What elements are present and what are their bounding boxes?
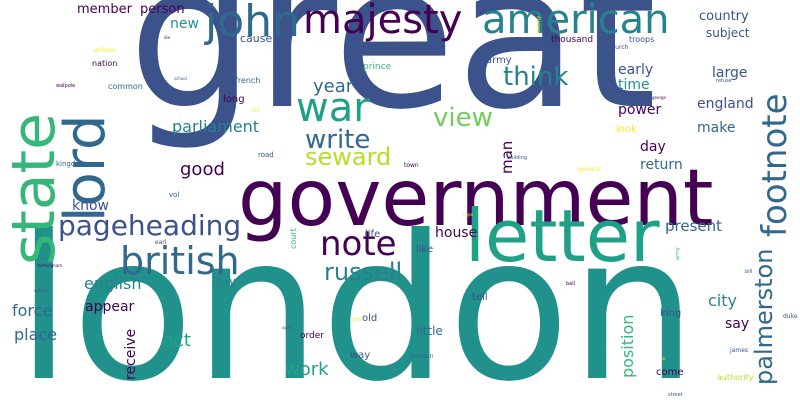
word-general: general xyxy=(578,166,601,173)
word-way: way xyxy=(350,350,371,361)
word-work: work xyxy=(285,359,329,380)
word-place: place xyxy=(14,325,58,344)
word-authority: authority xyxy=(717,373,754,382)
word-new: new xyxy=(170,16,199,32)
word-appear: appear xyxy=(85,299,135,315)
word-write: write xyxy=(305,125,371,155)
word-law: law xyxy=(212,275,236,291)
word-army: army xyxy=(675,247,681,260)
word-make: make xyxy=(697,120,736,136)
word-street: street xyxy=(668,392,683,398)
word-vol: vol xyxy=(169,191,180,199)
word-subject: subject xyxy=(706,26,750,40)
word-die: die xyxy=(164,35,171,40)
word-position: position xyxy=(618,314,637,378)
word-church: church xyxy=(608,44,629,51)
word-london: london xyxy=(16,193,697,400)
word-ball: ball xyxy=(566,281,576,287)
word-hope: hope xyxy=(463,212,473,217)
word-city: city xyxy=(708,291,737,310)
word-town: town xyxy=(404,162,419,169)
word-road: road xyxy=(258,151,274,159)
word-like: like xyxy=(416,244,434,255)
word-day: day xyxy=(640,139,666,155)
word-pitt: pitt xyxy=(353,317,362,323)
word-refuse: refuse xyxy=(716,78,732,84)
word-person: person xyxy=(140,2,185,17)
word-parliament: parliament xyxy=(172,117,260,136)
word-little: little xyxy=(416,324,443,338)
word-building: building xyxy=(507,155,528,161)
word-french: french xyxy=(235,76,261,85)
word-james: james xyxy=(730,347,749,354)
word-note: note xyxy=(320,224,397,264)
word-russell: russell xyxy=(324,258,403,286)
word-large: large xyxy=(712,65,748,81)
word-american: american xyxy=(482,0,670,43)
word-come: come xyxy=(656,367,684,378)
word-john: john xyxy=(205,0,300,47)
word-say: say xyxy=(725,316,750,332)
word-force: force xyxy=(12,301,53,320)
word-johnson: johnson xyxy=(410,353,434,360)
word-old: old xyxy=(362,313,378,324)
word-think: think xyxy=(503,62,569,92)
word-england: england xyxy=(697,96,754,112)
word-walpole: walpole xyxy=(56,83,76,89)
word-thousand: thousand xyxy=(551,35,594,45)
word-life: life xyxy=(365,229,381,240)
word-act: act xyxy=(163,330,191,351)
word-majesty: majesty xyxy=(303,0,463,43)
word-government: government xyxy=(238,154,714,244)
word-birmingham: birmingham xyxy=(38,263,63,268)
word-duke: duke xyxy=(783,313,798,320)
word-time: time xyxy=(618,77,650,93)
word-view: view xyxy=(433,103,493,133)
word-present: present xyxy=(665,217,723,235)
word-year: year xyxy=(313,76,354,97)
word-cause: cause xyxy=(240,32,273,45)
word-letter: letter xyxy=(465,194,660,278)
word-school: school xyxy=(174,76,187,81)
word-long: long xyxy=(223,94,245,105)
word-hill: hill xyxy=(252,108,260,114)
word-kingdom: kingdom xyxy=(56,160,87,168)
word-power: power xyxy=(618,102,662,118)
word-enemy: enemy xyxy=(536,15,542,33)
word-british: british xyxy=(120,239,240,283)
word-return: return xyxy=(640,157,683,173)
word-army: army xyxy=(486,55,512,66)
word-common: common xyxy=(108,82,143,91)
word-great: great xyxy=(128,0,657,154)
word-house: house xyxy=(435,225,478,241)
word-troops: troops xyxy=(629,35,655,44)
word-prince: prince xyxy=(363,62,392,72)
word-palmerston: palmerston xyxy=(750,248,778,385)
word-earl: earl xyxy=(155,239,167,246)
word-order: order xyxy=(300,331,324,341)
word-english: english xyxy=(84,274,142,293)
word-pageheading: pageheading xyxy=(58,209,242,242)
word-look: look xyxy=(616,124,637,135)
word-railway: railway xyxy=(34,288,49,293)
word-sir: sir xyxy=(661,356,666,361)
word-footnote: footnote xyxy=(755,93,795,237)
word-good: good xyxy=(180,159,225,180)
word-king: king xyxy=(660,308,682,319)
word-receive: receive xyxy=(123,328,139,380)
word-court: court xyxy=(289,228,298,249)
word-bill: bill xyxy=(745,269,753,275)
word-tell: tell xyxy=(472,292,488,303)
word-george: george xyxy=(652,95,667,100)
word-nation: nation xyxy=(92,59,118,68)
word-open: open xyxy=(282,325,292,330)
word-know: know xyxy=(72,198,109,214)
word-war: war xyxy=(296,85,370,131)
word-country: country xyxy=(699,9,749,24)
word-william: william xyxy=(94,47,116,54)
word-seward: seward xyxy=(305,143,392,171)
word-member: member xyxy=(77,2,132,17)
word-early: early xyxy=(618,62,654,78)
